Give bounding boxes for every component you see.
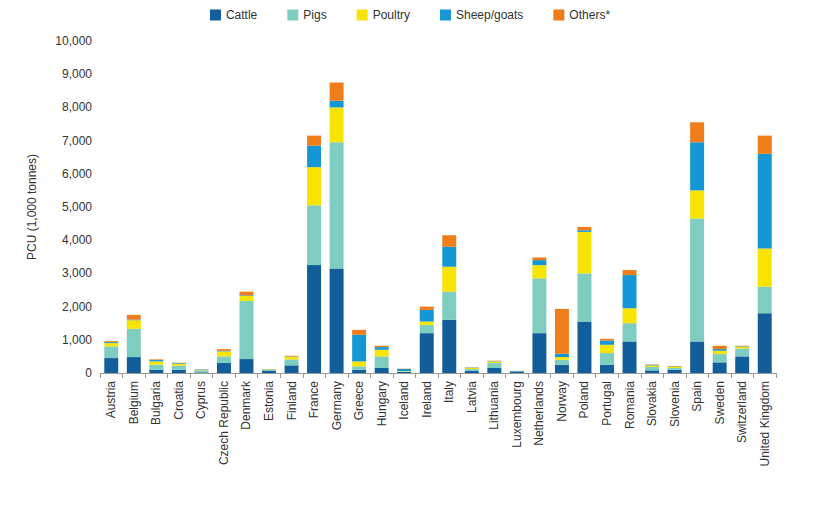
svg-text:Cyprus: Cyprus (194, 381, 208, 419)
svg-text:Slovenia: Slovenia (668, 381, 682, 427)
svg-text:5,000: 5,000 (62, 200, 92, 214)
svg-text:Spain: Spain (690, 381, 704, 412)
svg-text:Hungary: Hungary (375, 381, 389, 426)
svg-text:7,000: 7,000 (62, 134, 92, 148)
svg-text:Netherlands: Netherlands (532, 381, 546, 446)
svg-text:Germany: Germany (330, 381, 344, 430)
svg-text:3,000: 3,000 (62, 266, 92, 280)
svg-text:10,000: 10,000 (55, 34, 92, 48)
svg-text:Norway: Norway (555, 381, 569, 422)
svg-text:PCU (1,000 tonnes): PCU (1,000 tonnes) (25, 154, 39, 260)
svg-text:Italy: Italy (442, 381, 456, 403)
svg-text:Bulgaria: Bulgaria (149, 381, 163, 425)
svg-text:Austria: Austria (104, 381, 118, 419)
svg-text:Denmark: Denmark (239, 380, 253, 430)
svg-text:Switzerland: Switzerland (735, 381, 749, 443)
svg-text:4,000: 4,000 (62, 233, 92, 247)
svg-text:Finland: Finland (285, 381, 299, 420)
svg-text:Poland: Poland (577, 381, 591, 418)
svg-text:Czech Republic: Czech Republic (217, 381, 231, 465)
svg-text:Latvia: Latvia (465, 381, 479, 413)
svg-text:Iceland: Iceland (397, 381, 411, 420)
svg-text:8,000: 8,000 (62, 100, 92, 114)
svg-text:Luxembourg: Luxembourg (510, 381, 524, 448)
svg-text:Pigs: Pigs (303, 8, 326, 22)
svg-text:Estonia: Estonia (262, 381, 276, 421)
svg-text:Slovakia: Slovakia (645, 381, 659, 427)
svg-text:Cattle: Cattle (226, 8, 258, 22)
svg-text:United Kingdom: United Kingdom (758, 381, 772, 466)
svg-text:Belgium: Belgium (127, 381, 141, 424)
svg-text:Sheep/goats: Sheep/goats (456, 8, 523, 22)
svg-text:France: France (307, 381, 321, 419)
svg-text:Croatia: Croatia (172, 381, 186, 420)
svg-text:Lithuania: Lithuania (487, 381, 501, 430)
svg-text:Sweden: Sweden (713, 381, 727, 424)
svg-text:2,000: 2,000 (62, 300, 92, 314)
svg-text:9,000: 9,000 (62, 67, 92, 81)
svg-text:6,000: 6,000 (62, 167, 92, 181)
svg-text:Romania: Romania (623, 381, 637, 429)
svg-text:1,000: 1,000 (62, 333, 92, 347)
svg-text:Greece: Greece (352, 381, 366, 421)
svg-text:Portugal: Portugal (600, 381, 614, 426)
svg-text:0: 0 (85, 366, 92, 380)
svg-text:Poultry: Poultry (373, 8, 410, 22)
svg-text:Ireland: Ireland (420, 381, 434, 418)
svg-text:Others*: Others* (569, 8, 610, 22)
